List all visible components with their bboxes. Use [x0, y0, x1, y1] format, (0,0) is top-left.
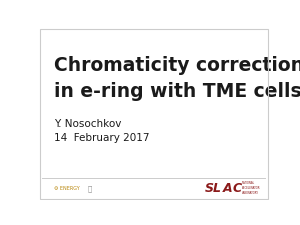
- Text: Y. Nosochkov: Y. Nosochkov: [54, 119, 121, 129]
- Text: ⚙ ENERGY: ⚙ ENERGY: [54, 187, 80, 191]
- Text: Chromaticity correction options: Chromaticity correction options: [54, 56, 300, 75]
- Text: ⓘ: ⓘ: [88, 186, 92, 192]
- Text: C: C: [232, 182, 242, 196]
- Text: A: A: [222, 182, 232, 196]
- Text: 14  February 2017: 14 February 2017: [54, 133, 149, 143]
- Text: SL: SL: [205, 182, 222, 196]
- Text: in e-ring with TME cells: in e-ring with TME cells: [54, 82, 300, 101]
- Text: NATIONAL
ACCELERATOR
LABORATORY: NATIONAL ACCELERATOR LABORATORY: [242, 181, 260, 195]
